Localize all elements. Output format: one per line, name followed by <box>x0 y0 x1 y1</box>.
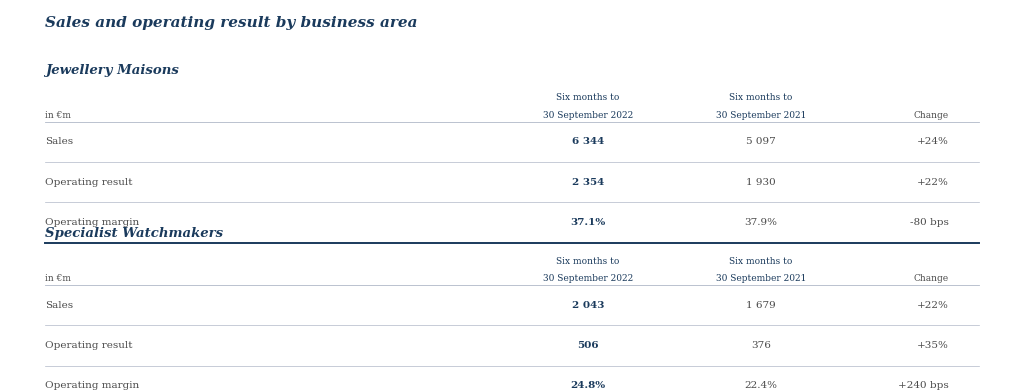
Text: 30 September 2021: 30 September 2021 <box>716 274 806 283</box>
Text: 2 354: 2 354 <box>572 178 604 187</box>
Text: Six months to: Six months to <box>556 257 620 266</box>
Text: 506: 506 <box>578 341 599 350</box>
Text: 22.4%: 22.4% <box>744 381 777 390</box>
Text: Sales and operating result by business area: Sales and operating result by business a… <box>45 16 418 30</box>
Text: +240 bps: +240 bps <box>898 381 949 390</box>
Text: +22%: +22% <box>916 301 949 310</box>
Text: Six months to: Six months to <box>729 94 793 103</box>
Text: 6 344: 6 344 <box>572 137 604 146</box>
Text: +24%: +24% <box>916 137 949 146</box>
Text: Six months to: Six months to <box>729 257 793 266</box>
Text: 376: 376 <box>751 341 771 350</box>
Text: Operating margin: Operating margin <box>45 381 139 390</box>
Text: 30 September 2022: 30 September 2022 <box>543 274 633 283</box>
Text: Operating margin: Operating margin <box>45 218 139 227</box>
Text: 30 September 2021: 30 September 2021 <box>716 111 806 120</box>
Text: 24.8%: 24.8% <box>570 381 606 390</box>
Text: 2 043: 2 043 <box>572 301 604 310</box>
Text: Operating result: Operating result <box>45 178 132 187</box>
Text: Six months to: Six months to <box>556 94 620 103</box>
Text: Sales: Sales <box>45 137 73 146</box>
Text: Specialist Watchmakers: Specialist Watchmakers <box>45 227 223 240</box>
Text: in €m: in €m <box>45 111 71 120</box>
Text: +22%: +22% <box>916 178 949 187</box>
Text: 37.9%: 37.9% <box>744 218 777 227</box>
Text: 37.1%: 37.1% <box>570 218 606 227</box>
Text: 1 930: 1 930 <box>745 178 776 187</box>
Text: Operating result: Operating result <box>45 341 132 350</box>
Text: 1 679: 1 679 <box>745 301 776 310</box>
Text: 30 September 2022: 30 September 2022 <box>543 111 633 120</box>
Text: 5 097: 5 097 <box>745 137 776 146</box>
Text: in €m: in €m <box>45 274 71 283</box>
Text: Sales: Sales <box>45 301 73 310</box>
Text: +35%: +35% <box>916 341 949 350</box>
Text: -80 bps: -80 bps <box>910 218 949 227</box>
Text: Jewellery Maisons: Jewellery Maisons <box>45 64 178 77</box>
Text: Change: Change <box>913 111 949 120</box>
Text: Change: Change <box>913 274 949 283</box>
